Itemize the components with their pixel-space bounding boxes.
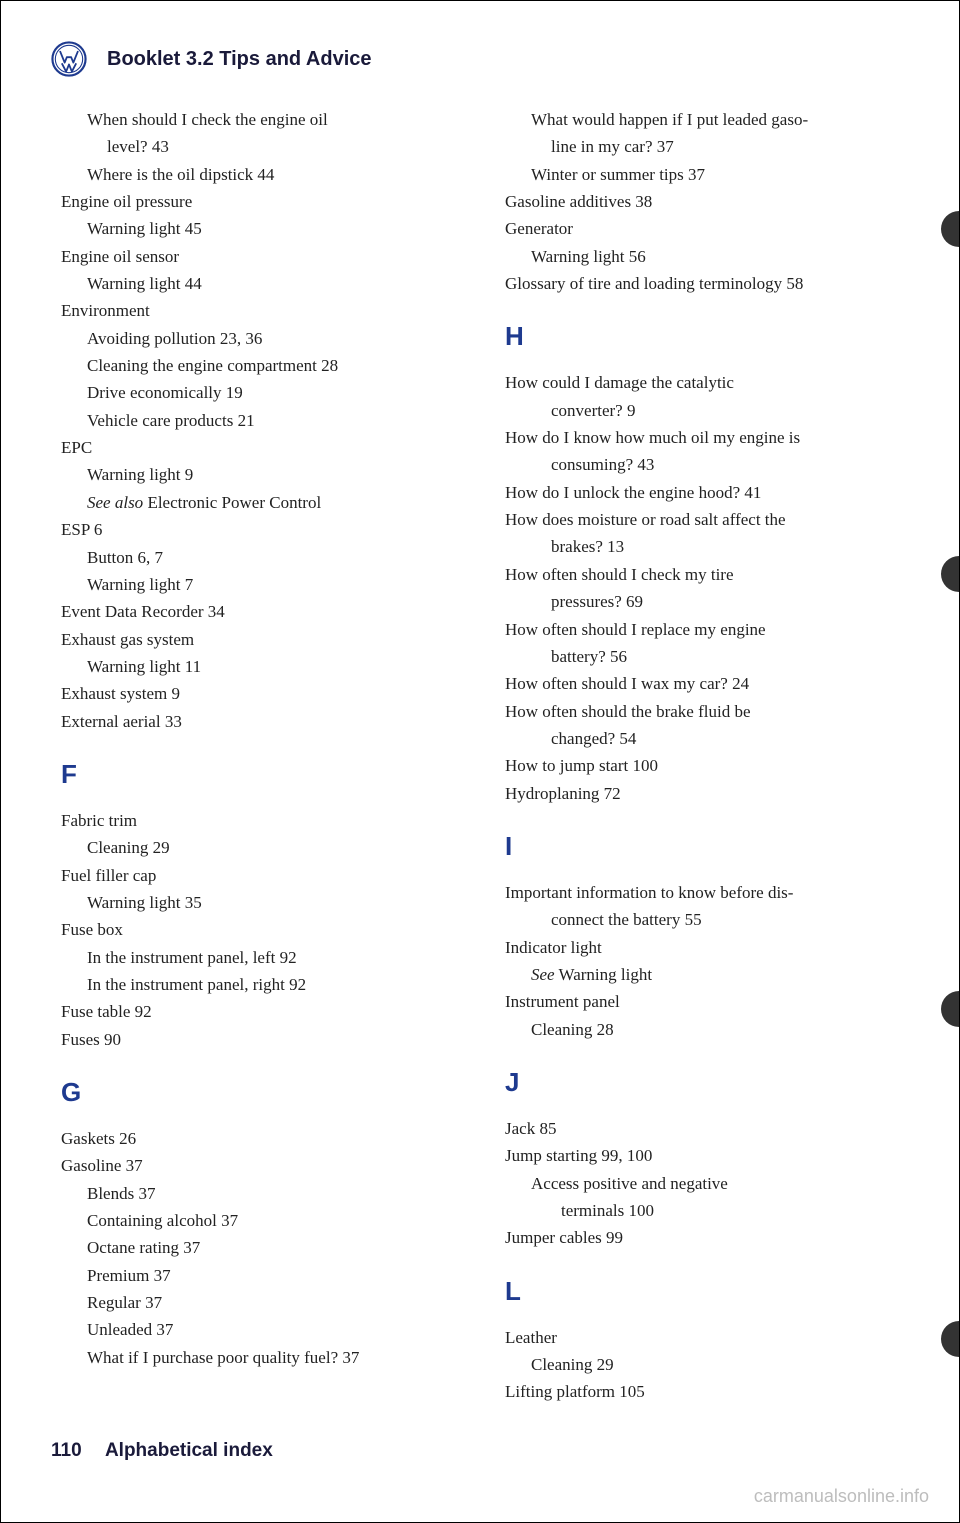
- index-entry: Cleaning 29: [505, 1352, 899, 1378]
- index-entry: pressures? 69: [505, 589, 899, 615]
- index-entry: Cleaning 28: [505, 1017, 899, 1043]
- index-entry: Cleaning 29: [61, 835, 455, 861]
- index-entry: Containing alcohol 37: [61, 1208, 455, 1234]
- index-entry: line in my car? 37: [505, 134, 899, 160]
- index-entry: Glossary of tire and loading terminology…: [505, 271, 899, 297]
- index-entry: What if I purchase poor quality fuel? 37: [61, 1345, 455, 1371]
- index-entry: changed? 54: [505, 726, 899, 752]
- index-entry: Indicator light: [505, 935, 899, 961]
- index-entry: connect the battery 55: [505, 907, 899, 933]
- page-header: Booklet 3.2 Tips and Advice: [51, 41, 899, 77]
- index-entry: External aerial 33: [61, 709, 455, 735]
- index-entry: In the instrument panel, left 92: [61, 945, 455, 971]
- index-entry: See Warning light: [505, 962, 899, 988]
- index-entry: When should I check the engine oil: [61, 107, 455, 133]
- index-entry: Warning light 9: [61, 462, 455, 488]
- section-letter: H: [505, 321, 899, 352]
- index-entry: converter? 9: [505, 398, 899, 424]
- index-entry: Jack 85: [505, 1116, 899, 1142]
- watermark: carmanualsonline.info: [754, 1486, 929, 1507]
- index-entry: Exhaust system 9: [61, 681, 455, 707]
- index-entry: See also Electronic Power Control: [61, 490, 455, 516]
- index-entry: Drive economically 19: [61, 380, 455, 406]
- index-entry: Unleaded 37: [61, 1317, 455, 1343]
- index-entry: Warning light 11: [61, 654, 455, 680]
- index-entry: Exhaust gas system: [61, 627, 455, 653]
- index-entry: Hydroplaning 72: [505, 781, 899, 807]
- index-entry: Premium 37: [61, 1263, 455, 1289]
- index-entry: Fuses 90: [61, 1027, 455, 1053]
- index-entry: Gasoline additives 38: [505, 189, 899, 215]
- index-entry: Important information to know before dis…: [505, 880, 899, 906]
- index-entry: How do I know how much oil my engine is: [505, 425, 899, 451]
- page-tab-icon: [941, 991, 959, 1027]
- index-entry: In the instrument panel, right 92: [61, 972, 455, 998]
- section-letter: G: [61, 1077, 455, 1108]
- index-entry: How do I unlock the engine hood? 41: [505, 480, 899, 506]
- footer-title: Alphabetical index: [105, 1440, 273, 1461]
- index-entry: Avoiding pollution 23, 36: [61, 326, 455, 352]
- index-entry: How often should the brake fluid be: [505, 699, 899, 725]
- page-tab-icon: [941, 556, 959, 592]
- index-entry: Blends 37: [61, 1181, 455, 1207]
- index-entry: Button 6, 7: [61, 545, 455, 571]
- index-entry: Engine oil sensor: [61, 244, 455, 270]
- index-entry: Fabric trim: [61, 808, 455, 834]
- index-entry: terminals 100: [505, 1198, 899, 1224]
- index-entry: Gaskets 26: [61, 1126, 455, 1152]
- index-entry: Fuel filler cap: [61, 863, 455, 889]
- section-letter: L: [505, 1276, 899, 1307]
- index-entry: Jump starting 99, 100: [505, 1143, 899, 1169]
- left-column: When should I check the engine oillevel?…: [61, 107, 455, 1407]
- index-entry: Access positive and negative: [505, 1171, 899, 1197]
- page-tab-icon: [941, 1321, 959, 1357]
- index-entry: Environment: [61, 298, 455, 324]
- index-entry: Cleaning the engine compartment 28: [61, 353, 455, 379]
- index-entry: Engine oil pressure: [61, 189, 455, 215]
- index-entry: How does moisture or road salt affect th…: [505, 507, 899, 533]
- index-entry: Fuse table 92: [61, 999, 455, 1025]
- index-entry: How often should I replace my engine: [505, 617, 899, 643]
- index-entry: Fuse box: [61, 917, 455, 943]
- index-entry: How to jump start 100: [505, 753, 899, 779]
- index-entry: Regular 37: [61, 1290, 455, 1316]
- index-entry: ESP 6: [61, 517, 455, 543]
- index-entry: Jumper cables 99: [505, 1225, 899, 1251]
- index-entry: level? 43: [61, 134, 455, 160]
- index-entry: What would happen if I put leaded gaso-: [505, 107, 899, 133]
- right-column: What would happen if I put leaded gaso-l…: [505, 107, 899, 1407]
- index-entry: Octane rating 37: [61, 1235, 455, 1261]
- page-footer: 110 Alphabetical index: [51, 1440, 273, 1462]
- index-entry: Warning light 44: [61, 271, 455, 297]
- index-entry: Warning light 35: [61, 890, 455, 916]
- index-entry: Leather: [505, 1325, 899, 1351]
- index-entry: battery? 56: [505, 644, 899, 670]
- index-entry: EPC: [61, 435, 455, 461]
- index-entry: How could I damage the catalytic: [505, 370, 899, 396]
- index-entry: How often should I wax my car? 24: [505, 671, 899, 697]
- header-title: Booklet 3.2 Tips and Advice: [107, 48, 372, 71]
- index-entry: Vehicle care products 21: [61, 408, 455, 434]
- vw-logo-icon: [51, 41, 87, 77]
- index-entry: Generator: [505, 216, 899, 242]
- section-letter: I: [505, 831, 899, 862]
- index-entry: Warning light 7: [61, 572, 455, 598]
- index-entry: Gasoline 37: [61, 1153, 455, 1179]
- index-entry: consuming? 43: [505, 452, 899, 478]
- index-entry: Lifting platform 105: [505, 1379, 899, 1405]
- index-entry: Event Data Recorder 34: [61, 599, 455, 625]
- page-tab-icon: [941, 211, 959, 247]
- index-entry: Where is the oil dipstick 44: [61, 162, 455, 188]
- index-entry: Warning light 56: [505, 244, 899, 270]
- index-columns: When should I check the engine oillevel?…: [61, 107, 899, 1407]
- section-letter: F: [61, 759, 455, 790]
- index-entry: Warning light 45: [61, 216, 455, 242]
- index-entry: Instrument panel: [505, 989, 899, 1015]
- index-entry: Winter or summer tips 37: [505, 162, 899, 188]
- page-number: 110: [51, 1440, 82, 1461]
- index-entry: brakes? 13: [505, 534, 899, 560]
- section-letter: J: [505, 1067, 899, 1098]
- index-entry: How often should I check my tire: [505, 562, 899, 588]
